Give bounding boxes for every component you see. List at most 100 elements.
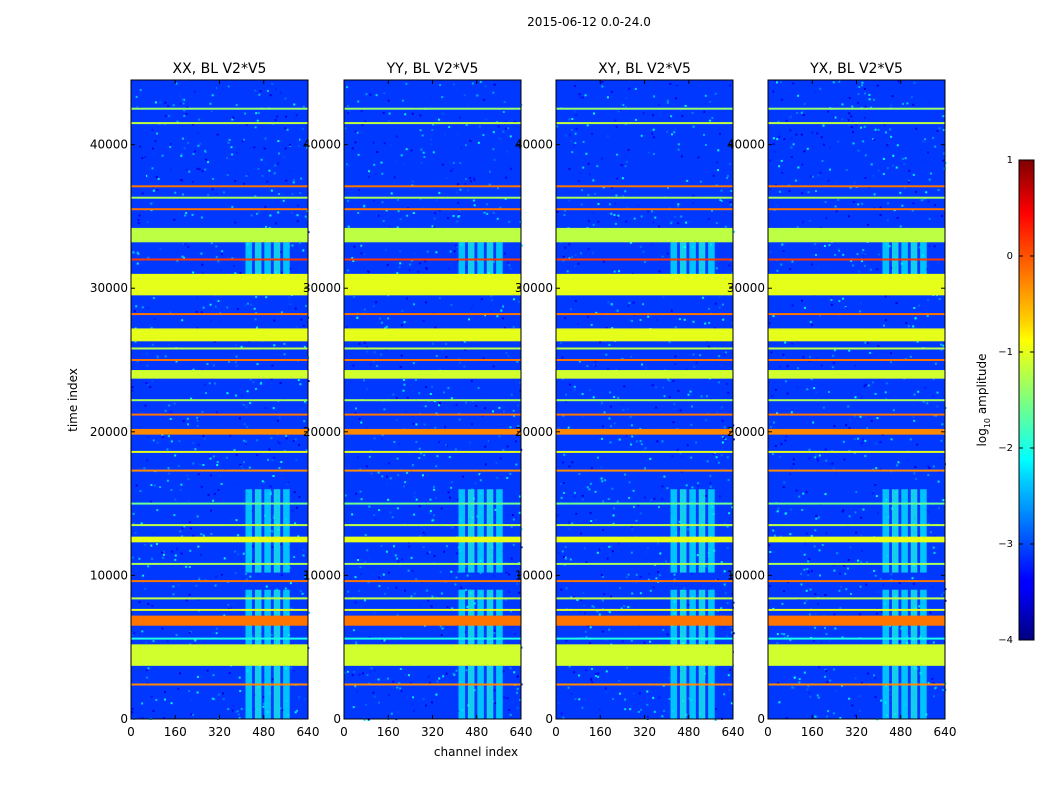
noise-cell	[776, 138, 779, 141]
noise-cell	[359, 566, 362, 569]
noise-cell	[672, 421, 675, 424]
rfi-band	[679, 665, 687, 719]
noise-cell	[297, 535, 300, 538]
noise-cell	[183, 147, 186, 150]
noise-cell	[885, 382, 888, 385]
noise-cell	[848, 515, 851, 518]
noise-cell	[418, 457, 421, 459]
noise-cell	[817, 516, 820, 519]
noise-cell	[610, 212, 613, 215]
noise-cell	[578, 93, 581, 96]
noise-cell	[609, 391, 612, 394]
noise-cell	[386, 475, 388, 478]
noise-cell	[508, 591, 510, 593]
noise-cell	[463, 365, 466, 368]
noise-cell	[689, 390, 692, 393]
noise-cell	[563, 555, 565, 558]
noise-cell	[150, 202, 153, 205]
noise-cell	[797, 94, 800, 97]
noise-cell	[848, 427, 851, 430]
noise-cell	[506, 445, 509, 448]
flagged-block	[131, 273, 308, 296]
noise-cell	[280, 250, 282, 253]
noise-cell	[285, 179, 288, 182]
noise-cell	[575, 113, 578, 116]
noise-cell	[784, 439, 787, 442]
noise-cell	[190, 527, 192, 530]
noise-cell	[299, 383, 302, 386]
noise-cell	[243, 461, 245, 464]
noise-cell	[361, 672, 364, 675]
noise-cell	[152, 189, 155, 192]
noise-cell	[169, 168, 172, 171]
noise-cell	[513, 414, 516, 417]
noise-cell	[255, 387, 257, 390]
noise-cell	[132, 666, 135, 669]
noise-cell	[426, 552, 429, 555]
noise-cell	[911, 209, 914, 212]
noise-cell	[235, 104, 238, 107]
y-tick-label: 40000	[515, 138, 553, 152]
noise-cell	[239, 463, 242, 466]
noise-cell	[263, 481, 266, 484]
flagged-line	[768, 258, 945, 261]
noise-cell	[815, 715, 818, 718]
noise-cell	[218, 679, 221, 681]
noise-cell	[928, 101, 931, 104]
noise-cell	[194, 150, 196, 153]
noise-cell	[254, 318, 257, 321]
noise-cell	[714, 92, 717, 95]
noise-cell	[611, 327, 614, 329]
noise-cell	[646, 551, 649, 554]
noise-cell	[690, 456, 693, 459]
flagged-line	[131, 637, 308, 640]
noise-cell	[352, 706, 355, 709]
noise-cell	[424, 405, 427, 408]
noise-cell	[301, 408, 304, 410]
noise-cell	[863, 125, 866, 128]
noise-cell	[772, 315, 775, 318]
noise-cell	[378, 509, 381, 512]
noise-cell	[456, 552, 459, 555]
noise-cell	[454, 448, 457, 451]
noise-cell	[648, 151, 651, 154]
noise-cell	[843, 458, 846, 461]
noise-cell	[215, 575, 218, 578]
noise-cell	[185, 113, 188, 115]
noise-cell	[153, 318, 156, 320]
noise-cell	[830, 299, 833, 301]
noise-cell	[249, 146, 252, 149]
noise-cell	[716, 578, 719, 581]
noise-cell	[511, 701, 514, 704]
noise-cell	[728, 688, 731, 691]
noise-cell	[623, 605, 626, 607]
noise-cell	[821, 544, 824, 546]
noise-cell	[429, 510, 432, 512]
noise-cell	[464, 348, 467, 351]
noise-cell	[574, 491, 576, 494]
noise-cell	[803, 671, 806, 674]
noise-cell	[446, 545, 448, 548]
noise-cell	[362, 265, 365, 268]
noise-cell	[357, 559, 359, 561]
noise-cell	[687, 393, 690, 396]
noise-cell	[585, 561, 588, 564]
noise-cell	[940, 439, 943, 442]
noise-cell	[478, 473, 481, 476]
noise-cell	[214, 294, 217, 297]
noise-cell	[864, 383, 867, 386]
noise-cell	[131, 386, 134, 389]
noise-cell	[631, 592, 634, 595]
noise-cell	[423, 454, 426, 457]
noise-cell	[648, 572, 651, 575]
noise-cell	[506, 417, 509, 420]
noise-cell	[633, 217, 636, 220]
noise-cell	[860, 516, 863, 519]
noise-cell	[622, 104, 625, 106]
flagged-line	[344, 683, 521, 686]
noise-cell	[479, 80, 482, 83]
noise-cell	[806, 388, 809, 391]
noise-cell	[606, 135, 609, 138]
noise-cell	[465, 266, 468, 269]
noise-cell	[465, 124, 468, 126]
